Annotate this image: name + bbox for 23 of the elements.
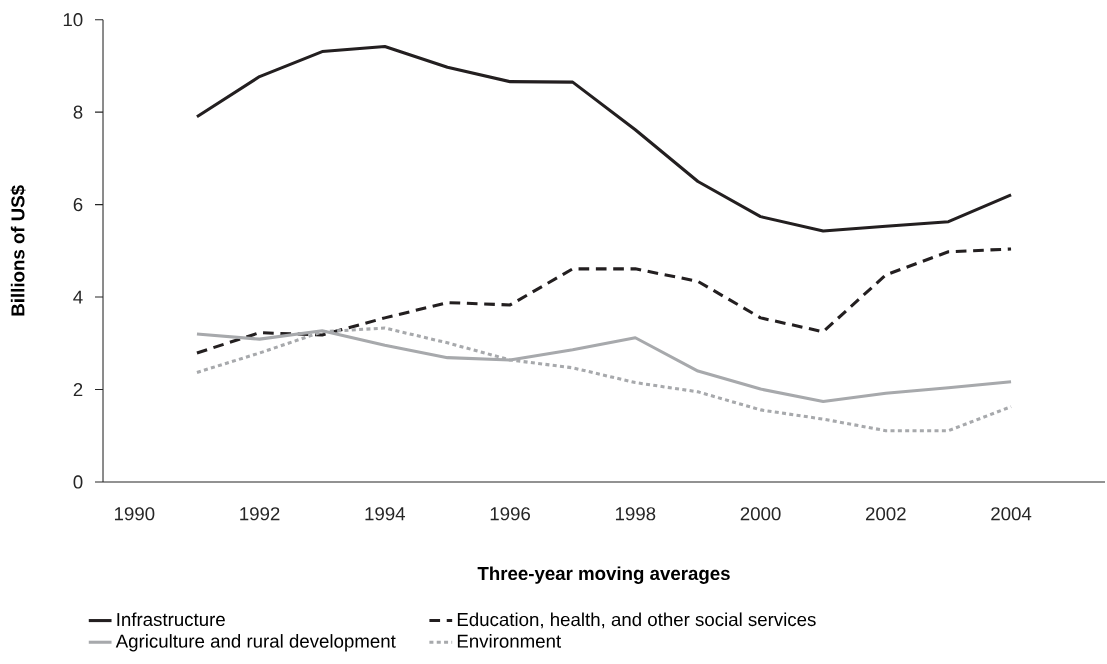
y-tick-label: 0 [73,475,83,489]
y-tick-label: 4 [73,290,83,304]
legend-label: Education, health, and other social services [457,612,816,629]
y-axis-title: Billions of US$ [10,185,26,316]
x-tick-label: 2002 [865,507,906,521]
line-series [195,247,1013,355]
line-series [195,326,1013,433]
y-tick-label: 6 [73,197,83,212]
x-tick-label: 2004 [991,507,1032,521]
y-tick-label: 10 [63,13,83,27]
legend-label: Agriculture and rural development [115,634,396,652]
x-tick-label: 1990 [114,507,155,521]
y-tick-label: 8 [73,105,83,119]
x-tick-label: 1998 [615,507,656,521]
legend-label: Environment [457,634,562,648]
y-tick-label: 2 [73,383,83,397]
x-tick-label: 2000 [740,507,781,521]
line-series [195,44,1013,233]
x-tick-label: 1996 [490,507,530,521]
legend-label: Infrastructure [117,612,225,627]
x-tick-label: 1994 [365,507,406,521]
x-axis-title: Three-year moving averages [477,566,730,584]
x-tick-label: 1992 [240,507,280,521]
